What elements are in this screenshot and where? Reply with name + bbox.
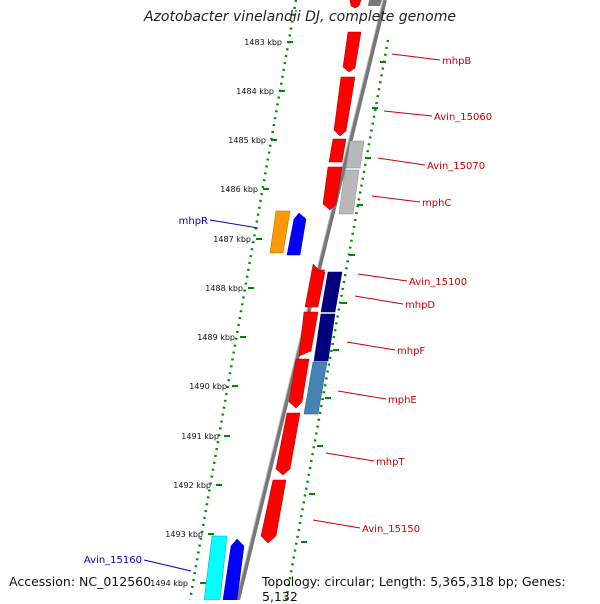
gene-arrow-mhpB[interactable] [342,31,362,73]
kbp-label: 1487 kbp [213,235,251,244]
gene-label-mhpF[interactable]: mhpF [397,346,425,357]
gene-navy-Avin_15100[interactable] [320,271,343,313]
gene-steelblue-mphE[interactable] [303,361,328,415]
kbp-scale: 1483 kbp 1484 kbp 1485 kbp 1486 kbp 1487… [150,38,293,588]
kbp-label: 1483 kbp [244,38,282,47]
right-guide-ticks [301,61,386,543]
gene-arrow-Avin_15060[interactable] [333,76,356,137]
gene-blue-Avin_15160[interactable] [222,538,245,600]
kbp-label: 1492 kbp [173,481,211,490]
gene-label-mhpD[interactable]: mhpD [405,300,435,311]
gene-label-Avin_15070[interactable]: Avin_15070 [427,161,485,172]
kbp-label: 1486 kbp [220,185,258,194]
gene-label-Avin_15160[interactable]: Avin_15160 [84,555,142,566]
gene-label-mhpB[interactable]: mhpB [442,56,471,67]
gene-arrow-mphC-fwd[interactable] [322,166,343,211]
gene-arrow-mhpF-fwd[interactable] [288,358,310,409]
gene-orange-mhpR[interactable] [269,210,291,254]
gene-labels-right: mhpB Avin_15060 Avin_15070 mphC Avin_151… [362,56,492,535]
gene-label-mphE[interactable]: mphE [388,395,417,406]
gene-track-left [203,210,307,600]
gene-label-Avin_15060[interactable]: Avin_15060 [434,112,492,123]
gene-gray-Avin_15070[interactable] [345,140,365,169]
gene-cyan-Avin_15160[interactable] [203,535,228,600]
gene-label-mhpR[interactable]: mhpR [179,216,208,227]
gene-label-Avin_15150[interactable]: Avin_15150 [362,524,420,535]
kbp-label: 1493 kbp [165,530,203,539]
leader-lines-right [312,53,441,529]
gene-gray-mphC[interactable] [338,169,360,215]
gene-track-right [303,0,382,415]
gene-gray-top[interactable] [368,0,382,6]
gene-label-mphC[interactable]: mphC [422,198,451,209]
gene-navy-mhpD[interactable] [313,313,336,362]
gene-arrow-Avin_15070-fwd[interactable] [328,138,347,163]
kbp-label: 1489 kbp [197,333,235,342]
kbp-label: 1490 kbp [189,382,227,391]
gene-arrow-Avin_15150[interactable] [260,479,287,544]
gene-blue-mhpR[interactable] [286,212,307,256]
kbp-label: 1491 kbp [181,432,219,441]
gene-arrow-Avin_15100-fwd[interactable] [304,269,326,308]
gene-label-Avin_15100[interactable]: Avin_15100 [409,277,467,288]
gene-arrow-mhpD-fwd[interactable] [298,311,319,357]
kbp-label: 1494 kbp [150,579,188,588]
kbp-label: 1485 kbp [228,136,266,145]
accession-label: Accession: NC_012560 [9,574,152,589]
kbp-label: 1488 kbp [205,284,243,293]
gene-arrow-mhpT[interactable] [275,412,301,476]
gene-track-forward [260,0,362,544]
gene-labels-left: mhpR Avin_15160 [84,216,208,566]
genome-title: Azotobacter vinelandii DJ, complete geno… [144,9,456,25]
kbp-label: 1484 kbp [236,87,274,96]
gene-label-mhpT[interactable]: mhpT [376,457,405,468]
leader-lines-left [143,219,259,572]
gene-arrow[interactable] [349,0,362,9]
